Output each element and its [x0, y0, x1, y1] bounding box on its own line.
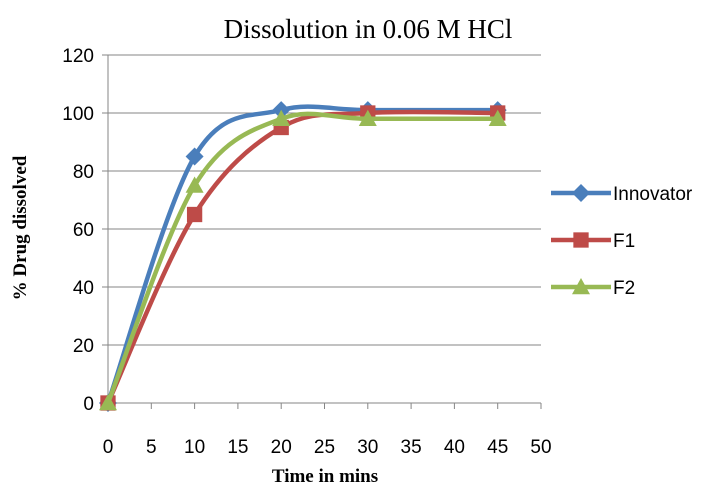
legend-label-f2: F2	[613, 278, 635, 299]
x-tick-label-10: 50	[530, 437, 551, 458]
x-tick-label-5: 25	[314, 437, 335, 458]
axes	[102, 54, 542, 409]
series-layer	[99, 101, 507, 412]
data-point-innovator-1	[185, 147, 204, 166]
legend: Innovator F1 F2	[551, 184, 693, 299]
y-tick-label-6: 120	[62, 46, 94, 67]
legend-item-f2: F2	[551, 278, 635, 299]
x-tick-label-7: 35	[401, 437, 422, 458]
y-tick-label-5: 100	[62, 104, 94, 125]
data-point-f2-2	[272, 109, 291, 126]
legend-marker-f2	[572, 278, 590, 295]
legend-label-f1: F1	[613, 231, 635, 252]
x-tick-label-0: 0	[103, 437, 114, 458]
x-tick-label-9: 45	[487, 437, 508, 458]
series-line-f1	[105, 109, 500, 406]
data-point-f2-4	[488, 109, 507, 126]
data-point-f2-3	[358, 109, 377, 126]
x-tick-label-1: 5	[146, 437, 157, 458]
x-axis-title: Time in mins	[272, 466, 378, 487]
chart-title: Dissolution in 0.06 M HCl	[224, 14, 513, 44]
x-tick-label-2: 10	[184, 437, 205, 458]
y-axis-title: % Drug dissolved	[10, 155, 31, 300]
y-tick-label-1: 20	[73, 336, 94, 357]
x-tick-label-8: 40	[444, 437, 465, 458]
x-tick-label-3: 15	[227, 437, 248, 458]
data-point-f1-1	[186, 206, 203, 223]
data-point-f2-1	[185, 176, 204, 193]
y-tick-label-3: 60	[73, 220, 94, 241]
y-tick-label-0: 0	[83, 394, 94, 415]
legend-label-innovator: Innovator	[613, 184, 693, 205]
legend-item-f1: F1	[551, 231, 635, 252]
y-tick-label-4: 80	[73, 162, 94, 183]
tick-labels: 0 20 40 60 80 100 120 0 5 10 15 20 25 30 35 40 45 50	[62, 46, 551, 458]
legend-marker-f1	[573, 232, 589, 248]
y-tick-label-2: 40	[73, 278, 94, 299]
x-tick-label-4: 20	[271, 437, 292, 458]
series-line-innovator	[105, 104, 500, 406]
x-tick-label-6: 30	[357, 437, 378, 458]
series-line-f2	[105, 111, 500, 406]
series-f2	[99, 109, 507, 411]
legend-marker-innovator	[572, 184, 590, 202]
data-point-f2-0	[99, 394, 117, 411]
legend-item-innovator: Innovator	[551, 184, 693, 205]
